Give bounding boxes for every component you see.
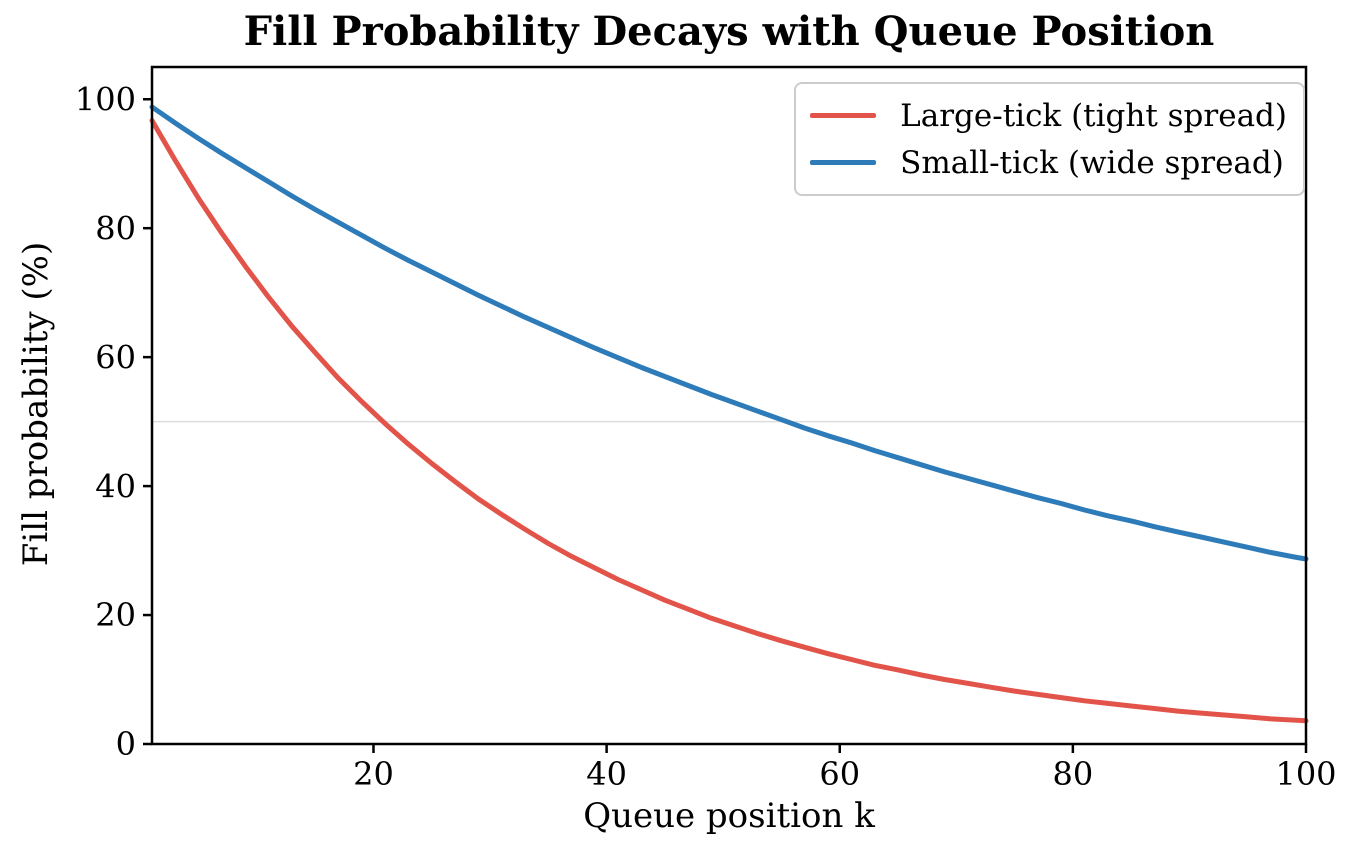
legend-item-large-tick: Large-tick (tight spread) <box>810 92 1287 139</box>
axes-spines <box>150 65 1308 746</box>
chart-title: Fill Probability Decays with Queue Posit… <box>243 8 1215 55</box>
legend-line-swatch-red <box>810 113 877 118</box>
legend-line-swatch-blue <box>810 160 877 165</box>
x-axis-label: Queue position k <box>583 796 875 836</box>
legend-label: Small-tick (wide spread) <box>900 144 1284 181</box>
y-tick-label: 80 <box>95 209 136 247</box>
legend: Large-tick (tight spread) Small-tick (wi… <box>794 82 1305 196</box>
legend-label: Large-tick (tight spread) <box>900 97 1287 134</box>
x-tick-label: 80 <box>1053 755 1094 793</box>
y-tick-label: 60 <box>95 338 136 376</box>
series-line-large-tick <box>149 118 1309 724</box>
x-tick-label: 40 <box>586 755 627 793</box>
x-tick-label: 20 <box>353 755 394 793</box>
x-tick-label: 60 <box>819 755 860 793</box>
y-tick-label: 0 <box>116 725 136 763</box>
y-tick-label: 20 <box>95 596 136 634</box>
series-line-small-tick <box>149 104 1309 562</box>
y-tick-label: 100 <box>75 80 136 118</box>
legend-item-small-tick: Small-tick (wide spread) <box>810 139 1287 186</box>
x-tick-label: 100 <box>1275 755 1336 793</box>
y-tick-label: 40 <box>95 467 136 505</box>
